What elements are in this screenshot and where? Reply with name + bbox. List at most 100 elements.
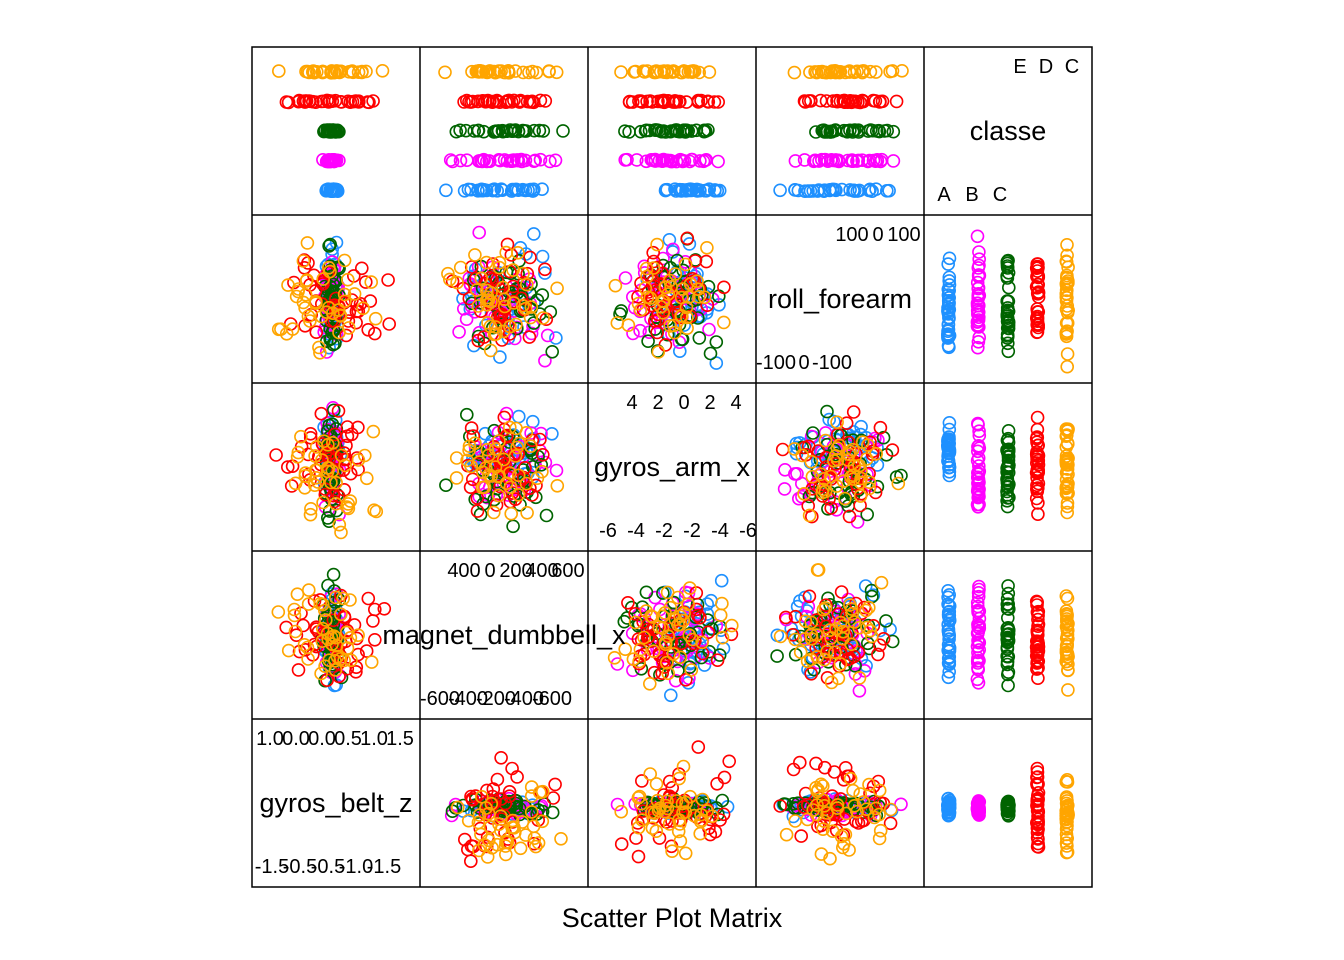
point-class-e [1059,422,1074,436]
point-class-d [644,634,659,648]
point-class-a [704,593,718,608]
point-class-b [971,261,986,275]
point-class-e [492,64,507,79]
point-class-b [972,489,986,504]
point-class-d [680,231,695,246]
point-class-e [343,593,357,607]
tick-label-low-gyros-belt-z: -1.5 [255,856,289,878]
panel-gyros-arm-x-vs-gyros-belt-z [269,400,384,540]
point-class-d [792,755,807,770]
tick-label-low-magnet-dumbbell-x: -600 [420,688,460,710]
point-class-e [793,645,808,660]
point-class-e [862,777,876,792]
point-class-d [314,94,329,109]
point-class-d [500,237,515,252]
point-class-e [1059,255,1074,269]
point-class-e [672,771,686,786]
point-class-e [1060,496,1075,510]
point-class-e [679,795,693,810]
point-class-b [971,589,986,604]
point-class-e [673,650,688,665]
point-class-a [942,278,957,292]
point-class-e [697,290,712,305]
point-class-a [941,670,956,685]
point-class-e [281,643,296,658]
point-class-e [846,468,861,483]
point-class-e [823,469,838,484]
point-class-e [678,846,693,861]
point-class-e [667,325,682,340]
point-class-e [872,807,886,822]
point-class-b [321,154,335,169]
point-class-d [470,94,485,109]
point-class-a [662,233,677,247]
point-class-a [941,797,956,812]
point-class-e [642,676,657,691]
point-class-e [856,64,871,78]
point-class-b [972,428,987,443]
point-class-e [519,277,534,292]
point-class-d [1031,812,1045,827]
point-class-e [773,629,788,644]
point-class-d [661,94,676,108]
point-class-e [632,654,646,669]
point-class-a [515,182,530,197]
panel-magnet-dumbbell-x-vs-gyros-belt-z [271,567,392,693]
point-class-e [788,814,803,828]
point-class-d [490,310,505,324]
point-class-e [304,501,318,516]
point-class-d [291,663,306,677]
point-class-d [711,95,726,109]
point-class-d [817,760,832,775]
point-class-d [846,405,861,419]
point-class-e [1060,238,1074,252]
point-class-d [1030,325,1045,339]
point-class-c [778,797,793,812]
matrix-frame [251,46,1093,888]
point-class-e [644,805,659,820]
point-class-b [970,453,985,468]
point-class-d [871,774,886,789]
point-class-e [861,438,875,452]
point-class-e [838,491,852,506]
point-class-e [809,65,824,80]
point-class-c [864,583,879,598]
point-class-c [843,123,857,138]
point-class-e [344,653,358,668]
point-class-e [1060,627,1075,642]
panel-magnet-dumbbell-x-vs-roll-forearm [770,563,900,698]
point-class-e [1059,654,1073,669]
point-class-e [549,65,564,80]
point-class-c [1001,579,1015,593]
point-class-e [640,290,655,305]
point-class-e [1060,814,1074,829]
tick-label-high-gyros-arm-x: 4 [626,392,637,414]
point-class-d [367,602,382,617]
point-class-e [665,844,679,859]
tick-label-low-roll-forearm: -100 [756,352,796,374]
tick-label-high-classe: C [1065,56,1079,78]
point-class-e [652,801,667,816]
point-class-e [307,65,322,80]
point-class-e [639,604,653,618]
point-class-e [309,463,324,478]
matrix-panels [269,64,1075,869]
point-class-b [971,467,986,482]
point-class-a [525,414,540,429]
tick-label-low-magnet-dumbbell-x: -400 [448,688,488,710]
point-class-c [877,124,892,138]
point-class-e [465,64,479,79]
tick-label-low-magnet-dumbbell-x: -400 [504,688,544,710]
point-class-d [1031,507,1045,522]
point-class-d [470,504,485,518]
panel-gyros-belt-z-vs-magnet-dumbbell-x [444,750,568,869]
point-class-e [506,263,520,277]
panel-roll-forearm-vs-classe [941,229,1075,374]
point-class-e [483,820,498,834]
panel-roll-forearm-vs-gyros-arm-x [608,231,731,370]
point-class-e [303,507,318,522]
point-class-e [492,260,507,275]
point-class-a [863,182,877,197]
point-class-d [722,754,737,769]
point-class-c [556,124,570,138]
